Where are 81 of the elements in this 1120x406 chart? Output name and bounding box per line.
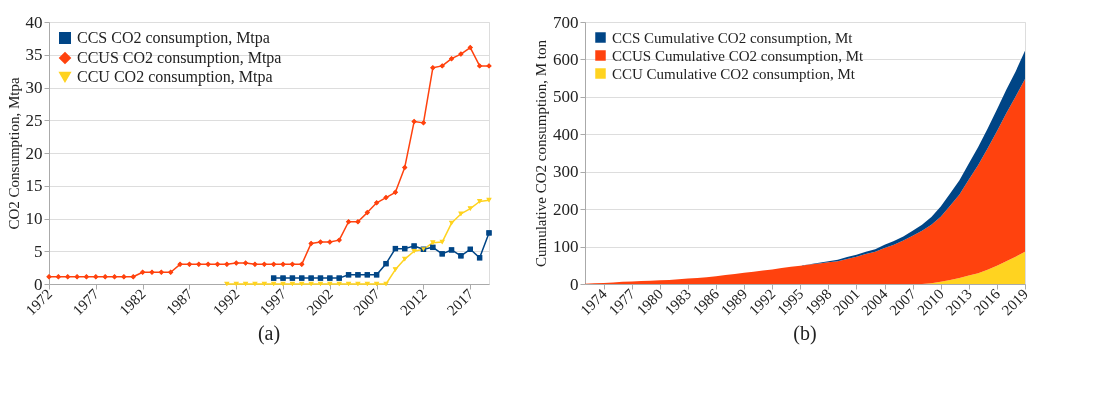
point [439,251,445,257]
y-tick-label: 35 [25,45,43,65]
legend-label: CCU Cumulative CO2 consumption, Mt [612,65,856,82]
y-tick-label: 25 [25,110,43,130]
point [448,220,455,226]
point [177,261,183,268]
point [355,219,361,225]
legend-label: CCUS CO2 consumption, Mtpa [77,49,282,67]
text: (a) [257,321,281,345]
point [289,275,296,281]
point [158,269,165,275]
y-tick-label: 40 [25,12,43,32]
point [130,274,136,280]
point [93,274,99,280]
point [364,209,371,216]
point [299,261,305,268]
point [420,120,427,126]
point [383,260,389,267]
point [317,281,324,287]
point [317,275,324,281]
point [74,274,80,280]
point [299,275,305,281]
y-tick-label: 15 [25,176,43,196]
point [476,255,483,261]
point [261,261,268,268]
y-tick-label: 5 [34,241,43,261]
point [486,197,492,203]
point [336,237,342,243]
point [476,63,483,69]
point [280,261,286,268]
point [345,219,352,225]
y-tick-label: 400 [553,124,579,144]
y-axis-title: Cumulative CO2 consumption, M ton [533,39,549,268]
point [439,63,445,69]
y-axis-title: CO2 Consumption, Mtpa [5,77,22,230]
y-tick-label: 600 [553,49,579,69]
legend-label: CCU CO2 consumption, Mtpa [77,68,273,86]
point [102,274,108,280]
point [476,199,483,204]
point [55,274,62,280]
point [392,189,399,196]
point [196,261,202,268]
text: (b) [793,321,817,345]
y-tick-label: 500 [553,87,579,107]
point [83,274,90,280]
point [402,164,408,171]
point [430,65,436,71]
y-tick-label: 700 [553,12,579,32]
point [355,272,361,278]
y-tick-label: 0 [34,274,43,294]
point [111,274,118,280]
y-tick-label: 300 [553,162,579,182]
point [270,261,277,268]
point [270,275,277,281]
y-tick-label: 30 [25,78,43,97]
legend-label: CCS CO2 consumption, Mtpa [77,29,270,47]
point [224,261,230,268]
point [373,272,380,278]
y-tick-label: 20 [25,143,43,163]
point [458,253,464,259]
point [139,269,146,275]
point [467,44,474,51]
point [308,240,314,247]
point [448,247,455,253]
point [121,274,127,280]
point [364,272,371,278]
point [64,274,71,280]
point [345,281,352,287]
point [430,244,436,251]
legend-label: CCUS Cumulative CO2 consumption, Mt [612,47,865,64]
point [345,272,352,278]
point [205,261,211,268]
point [252,261,258,268]
legend-label: CCS Cumulative CO2 consumption, Mt [612,29,854,46]
point [373,200,380,206]
y-tick-label: 0 [570,274,579,294]
y-tick-label: 200 [553,199,579,219]
y-tick-label: 100 [553,237,579,257]
point [167,269,174,275]
y-tick-label: 10 [25,209,43,228]
point [336,275,342,281]
